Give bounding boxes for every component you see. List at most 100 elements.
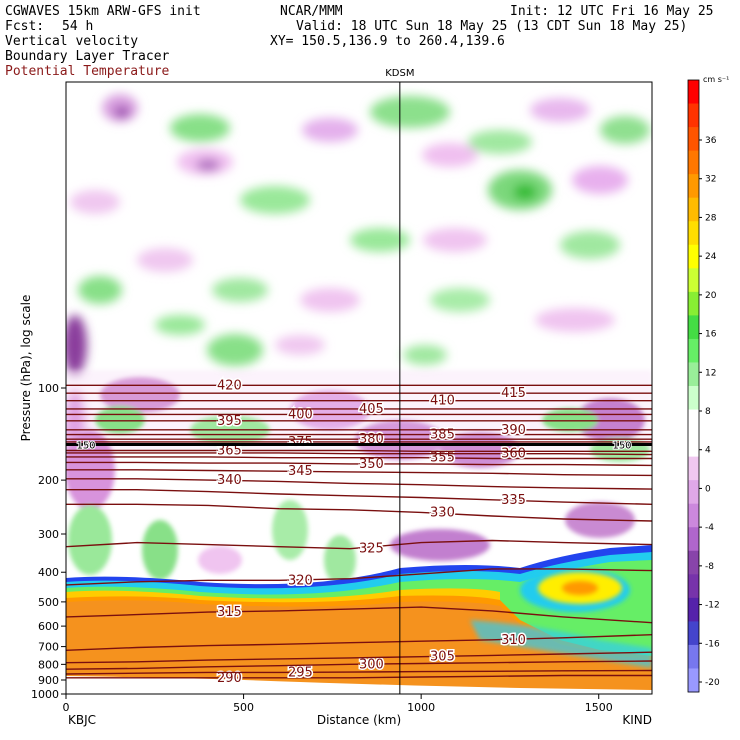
field-boundary-layer-tracer: Boundary Layer Tracer [5,49,170,64]
colorbar-swatch [688,527,699,552]
x-tick-label: 500 [233,701,254,714]
colorbar-swatch [688,244,699,269]
colorbar-tick-label: 20 [705,291,717,301]
velocity-cell [600,116,650,144]
theta-contour-label: 340 [217,473,242,488]
field-potential-temperature: Potential Temperature [5,64,170,79]
velocity-cell [302,118,358,142]
theta-contour-label: 315 [217,605,242,620]
x-tick-label: 0 [63,701,70,714]
colorbar-tick-label: -16 [705,639,720,649]
velocity-cell [95,406,145,434]
velocity-cell [470,620,652,668]
velocity-cell [142,520,178,580]
theta-contour-label: 395 [217,414,242,429]
colorbar-swatch [688,127,699,152]
theta-contour-label: 415 [501,386,526,401]
theta-contour-line [66,478,652,490]
station-marker: KDSM [385,68,414,694]
theta-contours: 290 295 300 305 310 315 320 325 330 335 340 345 350 3… [66,377,652,687]
colorbar-swatch [688,621,699,646]
boundary-layer-core [66,600,652,690]
velocity-cell [390,529,490,561]
velocity-cell [572,166,628,194]
y-tick-label: 1000 [31,688,59,701]
colorbar-swatch [688,150,699,175]
colorbar-swatch [688,197,699,222]
y-tick-label: 300 [38,528,59,541]
theta-contour-label: 295 [288,665,313,680]
theta-contour-label: 360 [501,447,526,462]
theta-contour-label: 390 [501,423,526,438]
theta-contour-line [66,461,652,467]
colorbar-tick-label: 8 [705,407,711,417]
y-axis-label: Pressure (hPa), log scale [19,295,33,442]
theta-contour-line [66,669,652,675]
x-tick-label: 1500 [585,701,613,714]
velocity-cell [530,98,590,122]
theta-contour-label: 290 [217,671,242,686]
velocity-cell [198,546,242,574]
y-tick-label: 900 [38,674,59,687]
theta-contour-line [66,489,652,505]
velocity-cell [403,345,447,365]
y-tick-label: 600 [38,620,59,633]
theta-contour-line [66,568,652,586]
vertical-velocity-field [66,94,652,694]
colorbar-tick-label: -4 [705,523,714,533]
velocity-cell [68,505,112,575]
field-vertical-velocity: Vertical velocity [5,34,139,49]
theta-contour-label: 325 [359,542,384,557]
colorbar-units: cm s⁻¹ [703,75,729,84]
colorbar: cm s⁻¹ 36 32 28 24 20 16 12 8 4 0 -4 -8 -12 -16 -20 [687,75,729,693]
velocity-cell [170,114,230,142]
velocity-cell [196,159,220,171]
org-label: NCAR/MMM [280,4,343,19]
colorbar-tick-label: 28 [705,213,717,223]
x-tick-label: 1000 [407,701,435,714]
velocity-cell [513,184,537,200]
colorbar-tick-label: 24 [705,252,717,262]
velocity-cell [423,228,487,252]
velocity-cell [422,143,478,167]
colorbar-tick-label: 16 [705,330,717,340]
velocity-cell [535,308,615,332]
colorbar-swatch [688,103,699,128]
theta-contour-label: 305 [430,650,455,665]
colorbar-swatch [688,315,699,340]
colorbar-swatch [688,574,699,599]
colorbar-swatch [688,668,699,693]
tracer-label: 150 [76,441,95,452]
theta-contour-line [66,660,652,670]
theta-contour-label: 410 [430,394,455,409]
velocity-cell [370,96,450,128]
init-time: Init: 12 UTC Fri 16 May 25 [510,4,714,19]
velocity-cell [114,106,130,118]
colorbar-swatch [688,338,699,363]
theta-contour-label: 330 [430,505,455,520]
fcst-value: 54 h [62,19,94,34]
velocity-cell [70,190,120,214]
theta-contour-label: 400 [288,407,313,422]
y-tick-label: 700 [38,641,59,654]
x-axis-label: Distance (km) [317,713,401,727]
colorbar-tick-label: 36 [705,136,717,146]
theta-contour-line [66,606,652,624]
start-station-label: KBJC [68,713,96,727]
theta-contour-label: 345 [288,464,313,479]
colorbar-swatch [688,174,699,199]
velocity-cell [155,315,205,335]
tracer-label: 150 [612,441,631,452]
colorbar-tick-label: 0 [705,484,711,494]
velocity-cell [137,248,193,272]
theta-contour-line [66,452,652,456]
velocity-cell [78,276,122,304]
end-station-label: KIND [622,713,652,727]
velocity-cell [66,315,87,375]
theta-contour-line [66,503,652,522]
y-tick-label: 200 [38,474,59,487]
colorbar-tick-label: -12 [705,601,720,611]
theta-contour-label: 405 [359,402,384,417]
velocity-cell [468,130,532,154]
